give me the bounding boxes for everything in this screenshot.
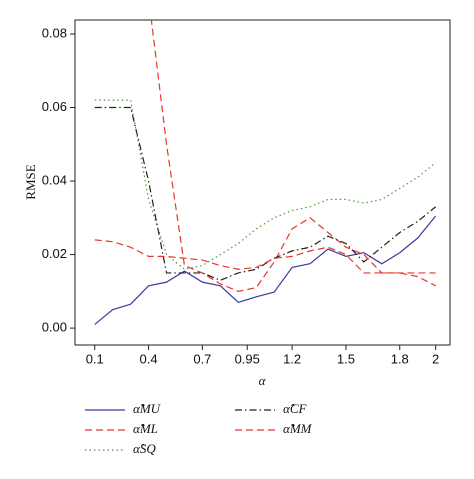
legend-label: α̂CF [283, 401, 307, 416]
series-line [150, 20, 436, 292]
x-tick-label: 1.8 [391, 351, 409, 366]
series-line [94, 239, 436, 274]
legend-label: α̂MU [133, 401, 162, 416]
series-line [94, 99, 437, 270]
y-tick-label: 0.08 [42, 25, 67, 40]
x-tick-label: 0.1 [86, 351, 104, 366]
y-tick-label: 0.00 [42, 320, 67, 335]
x-axis-label: α [259, 373, 267, 388]
x-tick-label: 1.5 [337, 351, 355, 366]
y-tick-label: 0.02 [42, 246, 67, 261]
x-tick-label: 0.4 [140, 351, 158, 366]
x-tick-label: 2 [432, 351, 439, 366]
x-tick-label: 0.95 [235, 351, 260, 366]
y-tick-label: 0.06 [42, 99, 67, 114]
legend-label: α̂MM [283, 421, 313, 436]
y-tick-label: 0.04 [42, 172, 67, 187]
legend-label: α̂SQ [133, 441, 156, 456]
legend-label: α̂ML [133, 421, 158, 436]
plot-frame [74, 19, 451, 346]
lines [94, 20, 437, 325]
series-line [94, 106, 437, 281]
series-line [94, 215, 437, 325]
x-tick-label: 1.2 [283, 351, 301, 366]
y-axis-label: RMSE [23, 164, 38, 199]
x-tick-label: 0.7 [193, 351, 211, 366]
